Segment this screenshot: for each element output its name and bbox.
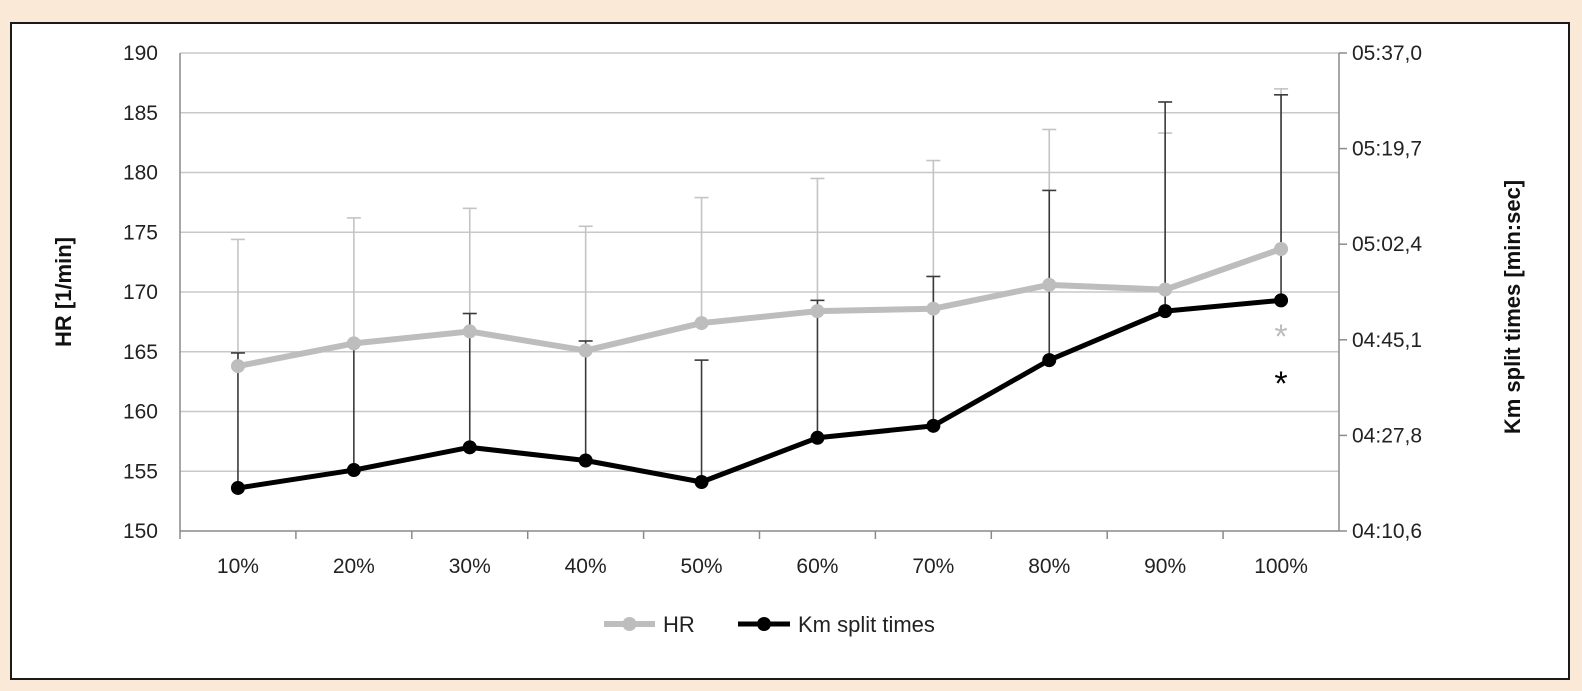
x-tick-label: 90% bbox=[1144, 555, 1186, 578]
legend-swatch-marker bbox=[622, 617, 637, 631]
km-split-point bbox=[230, 480, 245, 495]
hr-point bbox=[810, 304, 825, 319]
y-right-tick-label: 04:10,6 bbox=[1352, 520, 1422, 543]
y-left-tick-label: 155 bbox=[123, 460, 158, 483]
hr-point bbox=[230, 359, 245, 374]
y-right-tick-label: 05:19,7 bbox=[1352, 138, 1422, 161]
hr-significance-marker: * bbox=[1274, 318, 1287, 356]
legend-label: Km split times bbox=[798, 612, 935, 637]
y-right-tick-label: 05:37,0 bbox=[1352, 42, 1422, 65]
y-right-tick-label: 04:45,1 bbox=[1352, 329, 1422, 352]
y-right-tick-label: 05:02,4 bbox=[1352, 233, 1422, 256]
km-split-point bbox=[694, 475, 709, 490]
x-tick-label: 40% bbox=[565, 555, 607, 578]
y-left-ticks: 150 155 160 165 170 175 180 185 190 bbox=[123, 42, 158, 543]
y-left-axis-title: HR [1/min] bbox=[51, 237, 76, 347]
km-split-point bbox=[578, 453, 593, 468]
y-left-tick-label: 185 bbox=[123, 102, 158, 125]
hr-point bbox=[578, 343, 593, 358]
x-tick-label: 10% bbox=[217, 555, 259, 578]
legend-label: HR bbox=[663, 612, 695, 637]
x-tick-label: 30% bbox=[449, 555, 491, 578]
y-right-ticks: 04:10,6 04:27,8 04:45,1 05:02,4 05:19,7 05:37… bbox=[1352, 42, 1422, 543]
x-tick-label: 80% bbox=[1028, 555, 1070, 578]
y-left-tick-label: 170 bbox=[123, 281, 158, 304]
axes bbox=[179, 52, 1347, 539]
km-split-point bbox=[1042, 353, 1057, 368]
hr-point bbox=[926, 301, 941, 316]
km-split-significance-marker: * bbox=[1274, 365, 1287, 403]
km-split-point bbox=[926, 418, 941, 433]
y-left-tick-label: 175 bbox=[123, 221, 158, 244]
legend: HR Km split times bbox=[604, 612, 935, 637]
y-left-tick-label: 160 bbox=[123, 401, 158, 424]
y-right-axis-title: Km split times [min:sec] bbox=[1500, 180, 1525, 434]
km-split-point bbox=[1274, 293, 1289, 308]
x-tick-label: 20% bbox=[333, 555, 375, 578]
km-split-point bbox=[810, 430, 825, 445]
hr-point bbox=[1158, 282, 1173, 297]
hr-point bbox=[694, 316, 709, 331]
km-split-line bbox=[237, 297, 1282, 491]
x-tick-label: 100% bbox=[1254, 555, 1308, 578]
hr-point bbox=[462, 324, 477, 339]
y-left-tick-label: 190 bbox=[123, 42, 158, 65]
y-right-tick-label: 04:27,8 bbox=[1352, 424, 1422, 447]
series-lines: ** bbox=[230, 241, 1289, 495]
km-split-point bbox=[346, 463, 361, 478]
y-left-tick-label: 180 bbox=[123, 162, 158, 185]
y-left-tick-label: 150 bbox=[123, 520, 158, 543]
x-tick-label: 70% bbox=[912, 555, 954, 578]
x-tick-label: 50% bbox=[681, 555, 723, 578]
x-tick-label: 60% bbox=[796, 555, 838, 578]
hr-point bbox=[346, 336, 361, 351]
grid-lines bbox=[180, 52, 1339, 472]
hr-point bbox=[1274, 241, 1289, 256]
hr-line bbox=[237, 246, 1283, 370]
y-left-tick-label: 165 bbox=[123, 341, 158, 364]
hr-point bbox=[1042, 277, 1057, 292]
km-split-point bbox=[462, 440, 477, 455]
legend-swatch-marker bbox=[757, 617, 771, 631]
km-split-point bbox=[1158, 304, 1173, 319]
x-ticks: 10% 20% 30% 40% 50% 60% 70% 80% 90% 100% bbox=[217, 555, 1308, 578]
